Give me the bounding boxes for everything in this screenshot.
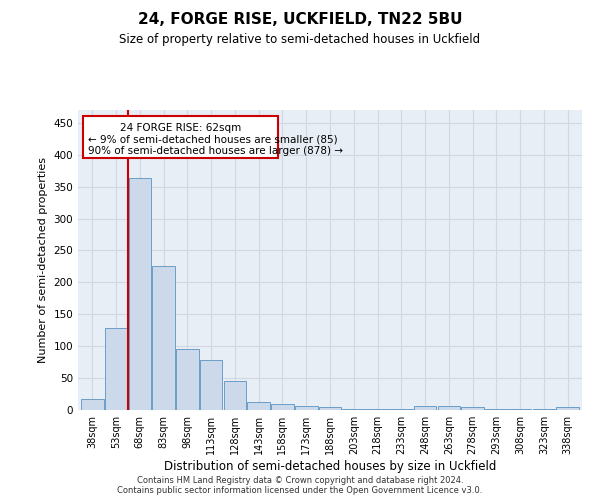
Bar xyxy=(81,398,104,410)
Bar xyxy=(128,178,151,410)
Text: 24 FORGE RISE: 62sqm: 24 FORGE RISE: 62sqm xyxy=(119,123,241,133)
Bar xyxy=(461,408,484,410)
Bar xyxy=(485,408,508,410)
Text: Size of property relative to semi-detached houses in Uckfield: Size of property relative to semi-detach… xyxy=(119,32,481,46)
Text: 24, FORGE RISE, UCKFIELD, TN22 5BU: 24, FORGE RISE, UCKFIELD, TN22 5BU xyxy=(138,12,462,28)
Bar xyxy=(437,406,460,410)
Bar xyxy=(414,406,436,410)
Text: Contains HM Land Registry data © Crown copyright and database right 2024.: Contains HM Land Registry data © Crown c… xyxy=(137,476,463,485)
Bar xyxy=(105,328,127,410)
Bar xyxy=(152,266,175,410)
Bar xyxy=(247,402,270,410)
Text: ← 9% of semi-detached houses are smaller (85): ← 9% of semi-detached houses are smaller… xyxy=(88,134,337,144)
Bar xyxy=(295,406,317,410)
Text: 90% of semi-detached houses are larger (878) →: 90% of semi-detached houses are larger (… xyxy=(88,146,343,156)
Y-axis label: Number of semi-detached properties: Number of semi-detached properties xyxy=(38,157,48,363)
Bar xyxy=(319,408,341,410)
FancyBboxPatch shape xyxy=(83,116,278,158)
Text: Contains public sector information licensed under the Open Government Licence v3: Contains public sector information licen… xyxy=(118,486,482,495)
Bar xyxy=(271,404,294,410)
Bar xyxy=(556,408,579,410)
Bar xyxy=(224,382,246,410)
Bar xyxy=(200,360,223,410)
X-axis label: Distribution of semi-detached houses by size in Uckfield: Distribution of semi-detached houses by … xyxy=(164,460,496,473)
Bar xyxy=(176,350,199,410)
